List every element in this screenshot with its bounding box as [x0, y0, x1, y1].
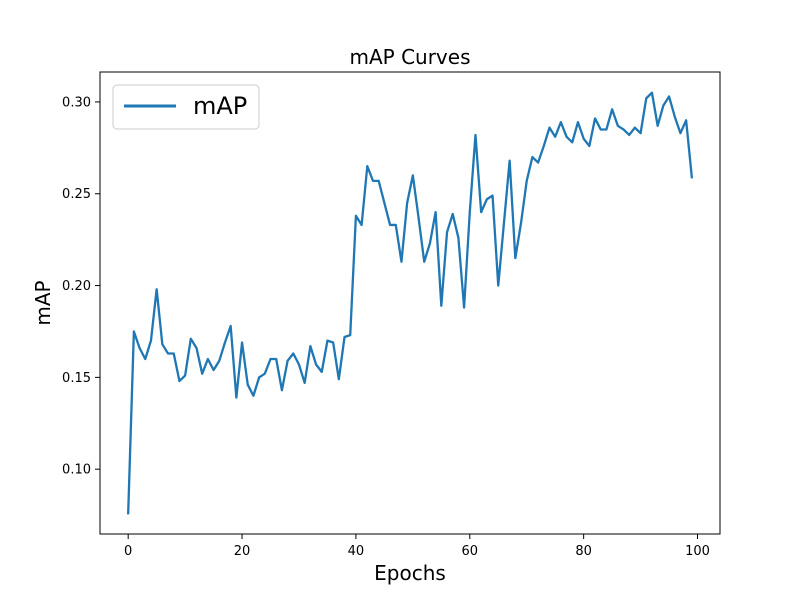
x-axis-label: Epochs	[374, 561, 446, 585]
series-line-map	[126, 91, 694, 515]
plot-area	[99, 71, 721, 535]
x-tick-label: 20	[234, 544, 251, 559]
y-tick-label: 0.15	[62, 371, 91, 386]
chart-title: mAP Curves	[349, 45, 470, 69]
x-tick-label: 80	[575, 544, 592, 559]
x-axis: 0 20 40 60 80 100	[124, 534, 710, 559]
y-tick-label: 0.20	[62, 279, 91, 294]
x-tick-label: 60	[462, 544, 479, 559]
y-tick-label: 0.10	[62, 463, 91, 478]
y-axis: 0.10 0.15 0.20 0.25 0.30	[62, 95, 100, 478]
series-layer	[126, 91, 694, 515]
x-tick-label: 40	[348, 544, 365, 559]
x-tick-label: 0	[124, 544, 132, 559]
y-tick-label: 0.25	[62, 187, 91, 202]
x-tick-label: 100	[685, 544, 710, 559]
legend: mAP	[112, 84, 260, 130]
legend-label-map: mAP	[193, 92, 247, 120]
y-tick-label: 0.30	[62, 95, 91, 110]
y-axis-label: mAP	[31, 280, 55, 325]
legend-box	[112, 84, 260, 130]
